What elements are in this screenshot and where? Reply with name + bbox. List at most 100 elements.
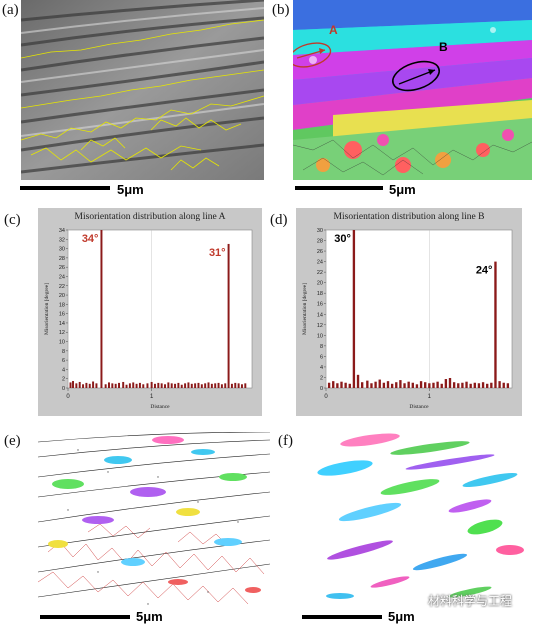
data-annotation: 30° xyxy=(334,233,351,245)
y-tick-label: 14 xyxy=(317,312,323,318)
panel-f-recrystallized-grains xyxy=(317,433,524,599)
bar xyxy=(95,383,98,388)
watermark-text: 材料科学与工程 xyxy=(428,594,513,608)
chart-line-a: Misorientation distribution along line A… xyxy=(38,208,262,416)
bar xyxy=(187,382,190,388)
bar xyxy=(72,381,75,388)
bar xyxy=(69,382,72,388)
data-annotation: 34° xyxy=(82,233,99,245)
y-axis-label: Misorientation [degree] xyxy=(44,283,50,335)
panel-f-grain-map: 材料科学与工程 xyxy=(300,432,532,608)
y-tick-label: 34 xyxy=(59,228,65,234)
y-tick-label: 4 xyxy=(320,365,323,371)
x-axis-label: Distance xyxy=(150,404,170,410)
y-tick-label: 18 xyxy=(59,302,65,308)
x-tick-label: 0 xyxy=(66,394,70,400)
bar xyxy=(92,381,95,388)
bar xyxy=(473,382,476,388)
y-tick-label: 20 xyxy=(59,293,65,299)
bar xyxy=(150,381,153,388)
panel-a-letter: (a) xyxy=(2,2,19,18)
panel-b-letter: (b) xyxy=(272,2,290,18)
bar xyxy=(85,382,88,388)
bar xyxy=(224,383,227,388)
bar xyxy=(146,383,149,388)
bar xyxy=(481,382,485,388)
bar xyxy=(477,383,481,388)
bar xyxy=(135,383,138,388)
bar xyxy=(160,383,163,388)
panel-e-scale-bar xyxy=(40,615,130,619)
panel-b-label-b: B xyxy=(439,40,448,54)
bar xyxy=(142,384,145,388)
bar xyxy=(230,383,233,388)
bar xyxy=(444,379,448,388)
y-tick-label: 28 xyxy=(59,256,65,262)
plot-area xyxy=(67,229,253,389)
bar xyxy=(486,383,489,388)
x-tick-label: 1 xyxy=(150,394,154,400)
bar xyxy=(174,383,177,388)
bar xyxy=(197,382,200,388)
bar xyxy=(210,383,213,388)
bar xyxy=(370,383,373,388)
panel-b-scale-bar xyxy=(295,186,383,190)
bar xyxy=(419,381,423,388)
y-tick-label: 24 xyxy=(317,260,323,266)
y-tick-label: 6 xyxy=(62,358,65,364)
y-tick-label: 22 xyxy=(59,284,65,290)
y-tick-label: 16 xyxy=(317,302,323,308)
data-annotation: 24° xyxy=(476,265,493,277)
bar xyxy=(207,382,210,388)
y-tick-label: 24 xyxy=(59,274,65,280)
bar xyxy=(153,383,156,388)
bar xyxy=(78,381,81,388)
bar xyxy=(88,383,91,388)
bar xyxy=(399,380,402,388)
y-tick-label: 14 xyxy=(59,321,65,327)
bar xyxy=(204,383,207,388)
y-tick-label: 6 xyxy=(320,354,323,360)
panel-a-scale-label: 5μm xyxy=(117,182,144,197)
bar xyxy=(184,383,187,388)
bar xyxy=(200,384,203,388)
chart-line-b: Misorientation distribution along line B… xyxy=(296,208,522,416)
bar xyxy=(403,383,406,388)
panel-e-scale-label: 5μm xyxy=(136,609,163,624)
y-tick-label: 2 xyxy=(62,377,65,383)
bar xyxy=(506,383,510,388)
bar xyxy=(336,383,339,388)
panel-b-ebsd-map: A B xyxy=(293,0,532,180)
y-tick-label: 8 xyxy=(62,349,65,355)
bar xyxy=(382,382,386,388)
bar xyxy=(386,381,390,388)
bar xyxy=(125,384,128,388)
bar xyxy=(234,382,237,388)
bar xyxy=(138,382,141,388)
y-tick-label: 10 xyxy=(59,340,65,346)
bar xyxy=(452,382,456,388)
bar xyxy=(114,383,117,388)
bar xyxy=(240,384,243,388)
y-tick-label: 12 xyxy=(59,330,65,336)
bar xyxy=(167,382,170,388)
y-tick-label: 28 xyxy=(317,239,323,245)
panel-b-orientation-map xyxy=(293,0,532,180)
bar xyxy=(194,383,197,388)
bar xyxy=(327,382,331,388)
panel-f-scale-bar xyxy=(302,615,382,619)
bar xyxy=(432,382,435,388)
bar xyxy=(356,374,360,388)
x-tick-label: 1 xyxy=(428,394,432,400)
bar xyxy=(118,382,121,388)
bar xyxy=(348,383,351,388)
y-tick-label: 20 xyxy=(317,281,323,287)
bar xyxy=(122,381,125,388)
y-tick-label: 32 xyxy=(59,237,65,243)
bar xyxy=(237,383,240,388)
bar xyxy=(502,382,505,388)
bar xyxy=(424,382,427,388)
y-tick-label: 12 xyxy=(317,323,323,329)
y-axis-label: Misorientation [degree] xyxy=(302,283,308,335)
